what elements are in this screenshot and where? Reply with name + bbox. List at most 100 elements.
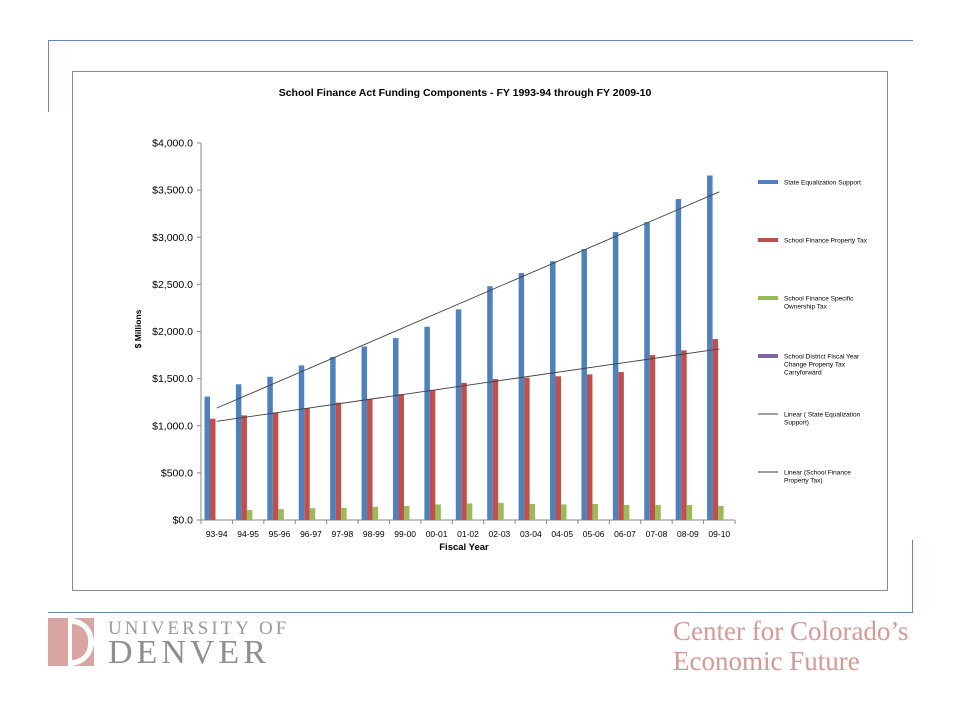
bar-specific-ownership: [466, 503, 473, 520]
x-tick-label: 98-99: [363, 529, 385, 539]
bar-state-equalization: [267, 376, 273, 520]
ccef-logo: Center for Colorado’s Economic Future: [673, 616, 908, 676]
bar-specific-ownership: [435, 504, 441, 520]
bar-property-tax: [335, 402, 342, 520]
du-logo-line1: UNIVERSITY OF: [108, 618, 290, 639]
y-tick-label: $1,000.0: [152, 420, 193, 432]
frame-left-line: [48, 40, 49, 112]
bar-property-tax: [492, 379, 499, 520]
bar-property-tax: [618, 372, 624, 520]
trendline: [216, 348, 720, 422]
y-tick-label: $3,500.0: [152, 185, 193, 197]
bar-state-equalization: [361, 346, 368, 520]
bar-property-tax: [367, 398, 373, 520]
bar-specific-ownership: [623, 504, 630, 520]
x-tick-label: 05-06: [583, 529, 605, 539]
y-tick-label: $0.0: [173, 515, 194, 527]
bar-property-tax: [429, 389, 436, 520]
frame-bottom-line: [48, 612, 913, 613]
x-tick-label: 94-95: [237, 529, 259, 539]
bar-specific-ownership: [278, 509, 284, 520]
bar-state-equalization: [455, 309, 462, 520]
bar-property-tax: [586, 374, 593, 520]
bar-state-equalization: [487, 286, 493, 520]
bar-specific-ownership: [655, 504, 661, 520]
y-tick-label: $3,000.0: [152, 232, 193, 244]
bar-state-equalization: [518, 273, 525, 520]
bar-state-equalization: [644, 222, 650, 521]
legend-label: School District Fiscal Year Change Proper…: [784, 354, 860, 377]
bar-specific-ownership: [529, 503, 536, 520]
bar-property-tax: [398, 394, 404, 520]
legend-swatch: [758, 296, 778, 300]
y-tick-label: $500.0: [161, 467, 193, 479]
frame-right-line: [912, 540, 913, 613]
x-tick-label: 08-09: [677, 529, 699, 539]
bar-property-tax: [241, 415, 247, 520]
bar-state-equalization: [392, 338, 399, 520]
bar-state-equalization: [707, 175, 713, 521]
y-tick-label: $2,000.0: [152, 326, 193, 338]
x-tick-label: 01-02: [457, 529, 479, 539]
bar-state-equalization: [550, 261, 556, 520]
du-logo-mark: [48, 618, 94, 666]
y-tick-label: $2,500.0: [152, 279, 193, 291]
bar-property-tax: [304, 408, 310, 520]
chart-title: School Finance Act Funding Components - …: [279, 87, 652, 99]
x-tick-label: 97-98: [331, 529, 353, 539]
bar-property-tax: [524, 377, 530, 520]
legend-label: School Finance Property Tax: [784, 238, 868, 245]
bar-specific-ownership: [498, 503, 504, 520]
bar-property-tax: [555, 376, 562, 520]
bar-specific-ownership: [592, 503, 598, 520]
legend-label: State Equalization Support: [784, 180, 861, 187]
bar-property-tax: [681, 350, 687, 520]
y-tick-label: $1,500.0: [152, 373, 193, 385]
bar-state-equalization: [298, 365, 305, 520]
legend-label: Linear (School Finance Property Tax): [784, 470, 851, 485]
x-tick-label: 03-04: [520, 529, 542, 539]
bar-property-tax: [649, 355, 656, 520]
bar-specific-ownership: [686, 504, 693, 520]
x-axis-label: Fiscal Year: [439, 542, 489, 553]
x-tick-label: 93-94: [206, 529, 228, 539]
x-tick-label: 04-05: [551, 529, 573, 539]
frame-top-line: [48, 40, 913, 41]
chart-container: School Finance Act Funding Components - …: [72, 71, 888, 591]
bar-property-tax: [272, 412, 279, 520]
bar-specific-ownership: [718, 505, 724, 520]
legend-label: Linear ( State Equalization Support): [784, 412, 861, 427]
bar-property-tax: [210, 418, 216, 520]
bar-specific-ownership: [341, 507, 347, 520]
bar-state-equalization: [581, 249, 587, 520]
x-tick-label: 02-03: [489, 529, 511, 539]
bar-specific-ownership: [403, 505, 410, 520]
bar-state-equalization: [235, 384, 242, 520]
bar-specific-ownership: [246, 510, 253, 520]
ccef-logo-line2: Economic Future: [673, 646, 860, 676]
legend-swatch: [758, 354, 778, 358]
university-of-denver-logo: UNIVERSITY OF DENVER: [48, 618, 308, 670]
bar-state-equalization: [330, 356, 336, 520]
legend-label: School Finance Specific Ownership Tax: [784, 296, 854, 311]
x-tick-label: 96-97: [300, 529, 322, 539]
trendline: [216, 191, 720, 409]
du-logo-line2: DENVER: [108, 634, 270, 671]
x-tick-label: 00-01: [426, 529, 448, 539]
bar-state-equalization: [424, 326, 430, 520]
bar-state-equalization: [204, 396, 210, 520]
x-tick-label: 99-00: [394, 529, 416, 539]
chart-svg: School Finance Act Funding Components - …: [133, 87, 868, 553]
legend-swatch: [758, 238, 778, 242]
legend-swatch: [758, 180, 778, 184]
bar-specific-ownership: [309, 508, 316, 520]
bar-state-equalization: [612, 232, 619, 520]
bar-property-tax: [712, 339, 719, 520]
bar-specific-ownership: [561, 504, 567, 520]
bar-state-equalization: [675, 199, 682, 521]
x-tick-label: 95-96: [269, 529, 291, 539]
bar-property-tax: [461, 382, 467, 520]
x-tick-label: 06-07: [614, 529, 636, 539]
bar-specific-ownership: [372, 506, 379, 520]
ccef-logo-line1: Center for Colorado’s: [673, 616, 909, 646]
